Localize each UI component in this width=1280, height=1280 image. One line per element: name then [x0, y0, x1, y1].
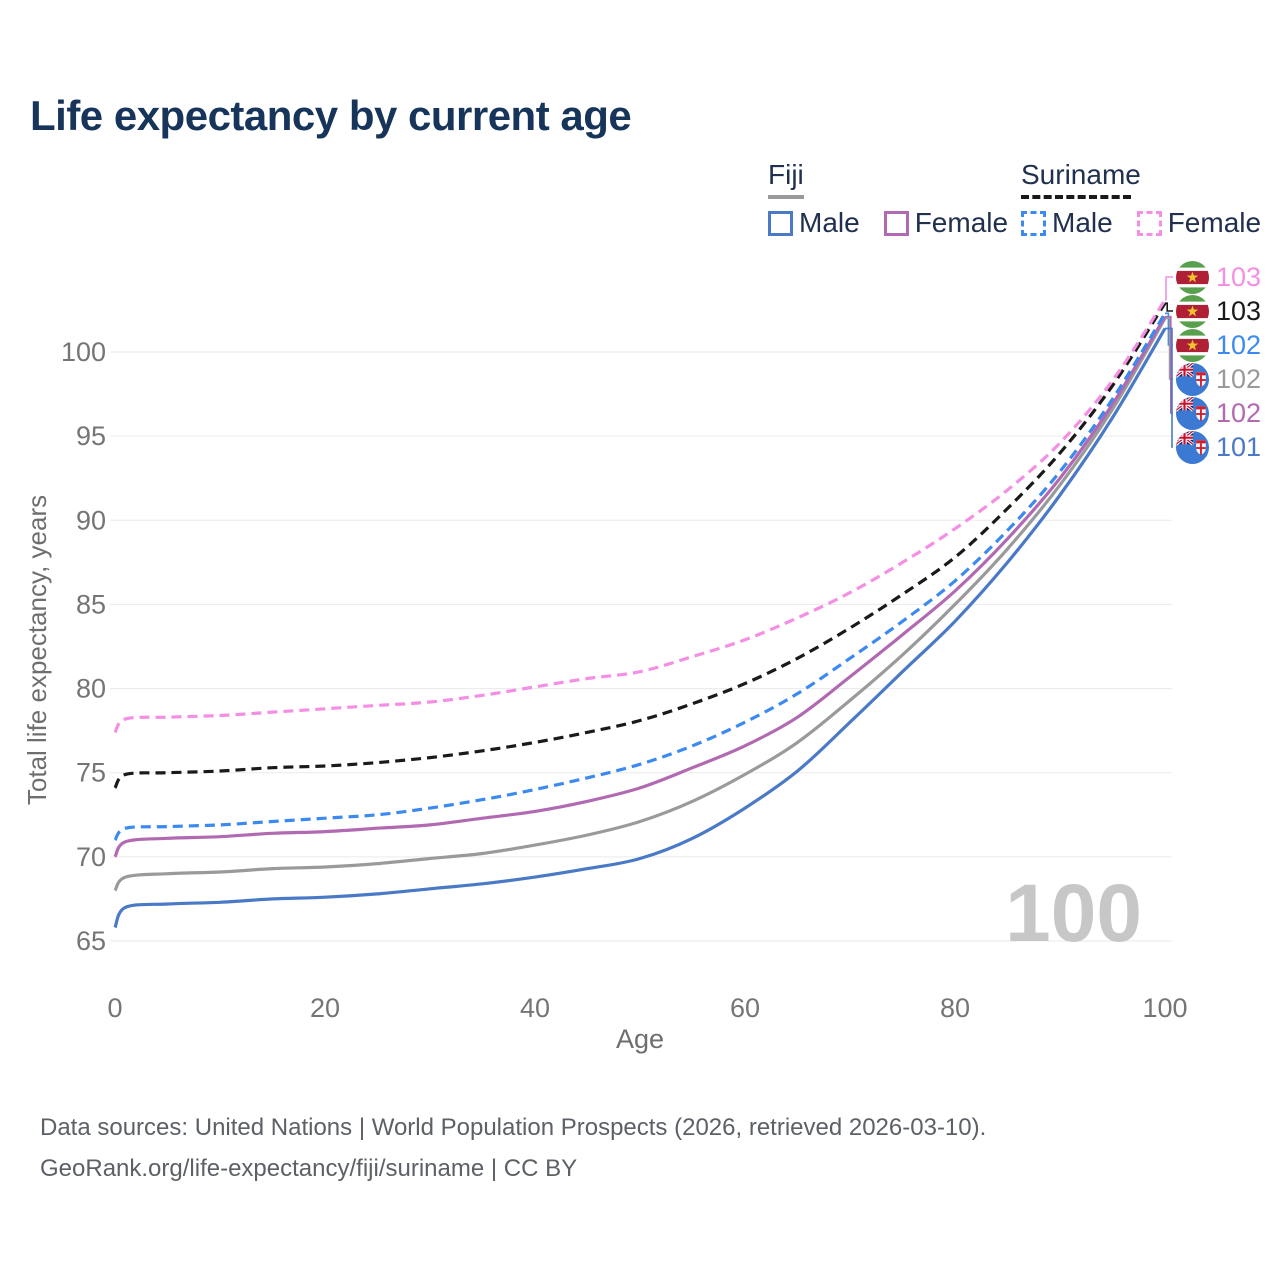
- suriname-male-swatch-icon[interactable]: [1021, 210, 1046, 236]
- fiji-flag-icon: [1176, 362, 1209, 396]
- end-label-row-suriname-male: 102: [1176, 328, 1261, 362]
- legend-label[interactable]: Male: [1052, 207, 1113, 238]
- chart-line-suriname_male: [113, 312, 1167, 842]
- y-tick-label-100: 100: [61, 337, 106, 367]
- legend-item-fiji-female[interactable]: Female: [883, 207, 1009, 238]
- leader-line-fiji_male: [1165, 327, 1173, 448]
- y-tick-label-95: 95: [76, 421, 106, 451]
- y-tick-label-80: 80: [76, 674, 106, 704]
- fiji-flag-icon: [1176, 396, 1209, 430]
- chart-title: Life expectancy by current age: [30, 92, 632, 139]
- end-label-value: 102: [1216, 363, 1262, 394]
- age-watermark: 100: [1005, 868, 1142, 959]
- x-tick-label-100: 100: [1142, 993, 1187, 1023]
- x-tick-label-20: 20: [310, 993, 340, 1023]
- end-label-row-fiji-male: 101: [1176, 430, 1261, 464]
- x-tick-label-80: 80: [940, 993, 970, 1023]
- x-tick-label-40: 40: [520, 993, 550, 1023]
- chart-line-fiji_female: [113, 315, 1167, 858]
- end-label-row-suriname-all: 103: [1176, 294, 1261, 328]
- y-tick-label-90: 90: [76, 505, 106, 535]
- end-label-value: 101: [1216, 431, 1262, 462]
- footer: Data sources: United Nations | World Pop…: [40, 1107, 986, 1189]
- fiji-male-swatch-icon[interactable]: [768, 210, 793, 236]
- legend-label[interactable]: Male: [799, 207, 860, 238]
- legend-label[interactable]: Female: [1167, 207, 1262, 238]
- fiji-female-swatch-icon[interactable]: [883, 210, 909, 236]
- end-label-row-fiji-all: 102: [1176, 362, 1261, 396]
- suriname-flag-icon: [1176, 260, 1209, 294]
- legend-underline-fiji-all-line: [768, 195, 804, 199]
- x-tick-label-0: 0: [107, 993, 122, 1023]
- legend-item-suriname-female[interactable]: Female: [1136, 207, 1262, 238]
- fiji-flag-icon: [1176, 430, 1209, 464]
- chart-line-suriname_all: [113, 302, 1167, 789]
- y-axis-title: Total life expectancy, years: [22, 495, 52, 805]
- suriname-flag-icon: [1176, 294, 1209, 328]
- legend-header-fiji[interactable]: Fiji: [768, 159, 804, 190]
- suriname-flag-icon: [1176, 328, 1209, 362]
- end-label-row-suriname-female: 103: [1176, 260, 1261, 294]
- legend-group-fiji: Fiji Male Female: [768, 161, 1008, 237]
- end-label-value: 102: [1216, 397, 1262, 428]
- chart-line-fiji_male: [113, 327, 1167, 929]
- y-tick-label-70: 70: [76, 842, 106, 872]
- suriname-flag-icon: [1176, 260, 1209, 294]
- end-label-value: 103: [1216, 295, 1262, 326]
- chart-line-fiji_all: [113, 317, 1167, 892]
- x-tick-label-60: 60: [730, 993, 760, 1023]
- legend-underline-suriname-all-line: [1021, 195, 1131, 199]
- suriname-female-swatch-icon[interactable]: [1136, 210, 1162, 236]
- legend-item-fiji-male[interactable]: Male: [768, 209, 860, 237]
- end-label-value: 103: [1216, 261, 1262, 292]
- footer-attribution: GeoRank.org/life-expectancy/fiji/surinam…: [40, 1155, 578, 1182]
- leader-line-suriname_female: [1165, 276, 1173, 301]
- end-label-row-fiji-female: 102: [1176, 396, 1261, 430]
- fiji-flag-icon: [1176, 362, 1209, 396]
- suriname-flag-icon: [1176, 328, 1209, 362]
- y-tick-label-85: 85: [76, 589, 106, 619]
- fiji-flag-icon: [1176, 430, 1209, 464]
- end-label-value: 102: [1216, 329, 1262, 360]
- legend-header-suriname[interactable]: Suriname: [1021, 159, 1141, 190]
- y-tick-label-75: 75: [76, 758, 106, 788]
- leader-line-suriname_all: [1165, 302, 1173, 312]
- y-tick-label-65: 65: [76, 926, 106, 956]
- legend-label[interactable]: Female: [914, 207, 1009, 238]
- fiji-flag-icon: [1176, 396, 1209, 430]
- chart-line-suriname_female: [113, 298, 1167, 734]
- legend-item-suriname-male[interactable]: Male: [1021, 209, 1113, 237]
- suriname-flag-icon: [1176, 294, 1209, 328]
- legend-group-suriname: Suriname Male Female: [1021, 161, 1261, 237]
- x-axis-title: Age: [616, 1024, 664, 1054]
- footer-data-sources: Data sources: United Nations | World Pop…: [40, 1114, 987, 1141]
